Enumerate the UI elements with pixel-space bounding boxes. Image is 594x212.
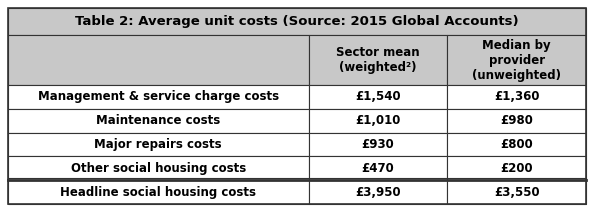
Text: £1,360: £1,360	[494, 90, 539, 103]
Bar	[308, 180, 447, 204]
Text: Median by
provider
(unweighted): Median by provider (unweighted)	[472, 39, 561, 81]
Bar	[308, 156, 447, 180]
Bar	[447, 156, 586, 180]
Bar	[308, 35, 447, 85]
Bar	[308, 109, 447, 132]
Text: £1,540: £1,540	[355, 90, 401, 103]
Bar	[308, 132, 447, 156]
Bar	[308, 85, 447, 109]
Text: £980: £980	[500, 114, 533, 127]
Text: £3,550: £3,550	[494, 186, 539, 199]
Text: Headline social housing costs: Headline social housing costs	[60, 186, 256, 199]
Text: Management & service charge costs: Management & service charge costs	[37, 90, 279, 103]
Text: £3,950: £3,950	[355, 186, 401, 199]
Text: £470: £470	[362, 162, 394, 175]
Bar	[8, 132, 308, 156]
Text: Sector mean
(weighted²): Sector mean (weighted²)	[336, 46, 420, 74]
Bar	[8, 85, 308, 109]
Bar	[447, 109, 586, 132]
Bar	[447, 35, 586, 85]
Bar	[447, 85, 586, 109]
Text: £800: £800	[500, 138, 533, 151]
Bar	[8, 180, 308, 204]
Bar	[8, 8, 586, 35]
Text: Maintenance costs: Maintenance costs	[96, 114, 220, 127]
Bar	[447, 180, 586, 204]
Text: Major repairs costs: Major repairs costs	[94, 138, 222, 151]
Text: £930: £930	[362, 138, 394, 151]
Text: Other social housing costs: Other social housing costs	[71, 162, 246, 175]
Text: Table 2: Average unit costs (Source: 2015 Global Accounts): Table 2: Average unit costs (Source: 201…	[75, 15, 519, 28]
Bar	[8, 109, 308, 132]
Bar	[8, 35, 308, 85]
Bar	[8, 156, 308, 180]
Text: £1,010: £1,010	[355, 114, 400, 127]
Text: £200: £200	[500, 162, 533, 175]
Bar	[447, 132, 586, 156]
